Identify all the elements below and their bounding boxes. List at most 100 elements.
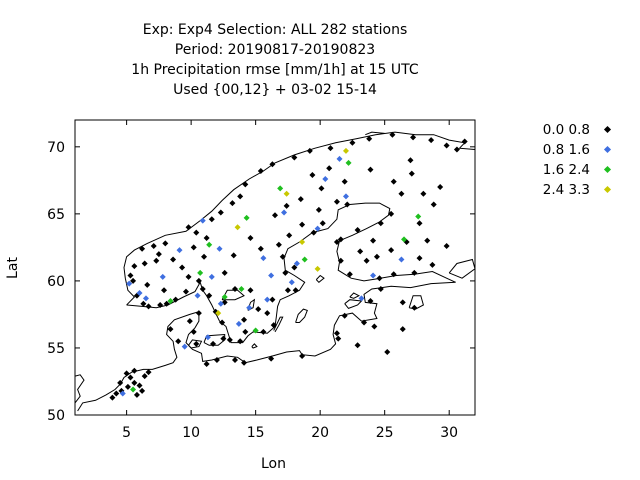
station-point [234, 224, 241, 231]
station-point [155, 251, 162, 258]
station-point [416, 255, 423, 262]
station-point [269, 296, 276, 303]
station-point [163, 300, 170, 307]
station-point [157, 302, 164, 309]
station-point [181, 343, 188, 350]
station-point [206, 241, 213, 248]
station-point [283, 202, 290, 209]
coastline [188, 339, 203, 349]
station-points [109, 131, 468, 401]
station-point [270, 322, 277, 329]
station-point [424, 237, 431, 244]
station-point [428, 137, 435, 144]
station-point [461, 138, 468, 145]
station-point [443, 142, 450, 149]
station-point [221, 269, 228, 276]
station-point [354, 342, 361, 349]
station-point [232, 357, 238, 364]
station-point [190, 244, 197, 251]
station-point [373, 253, 380, 260]
legend-label: 0.0 0.8 [542, 122, 590, 138]
station-point [388, 247, 395, 254]
station-point [133, 391, 140, 398]
station-point [203, 235, 210, 241]
station-point [281, 209, 288, 216]
station-point [453, 146, 460, 153]
station-point [226, 336, 233, 343]
station-point [335, 335, 342, 342]
station-point [127, 272, 134, 279]
station-point [199, 217, 206, 224]
station-point [232, 285, 238, 292]
title-line-4: Used {00,12} + 03-02 15-14 [173, 82, 377, 98]
station-point [162, 240, 169, 247]
station-point [410, 134, 417, 141]
coastline [349, 292, 361, 299]
station-point [247, 287, 254, 294]
station-point [398, 190, 405, 197]
y-tick-label: 60 [47, 274, 65, 290]
station-point [337, 236, 344, 243]
station-point [195, 277, 202, 284]
x-tick-label: 15 [247, 425, 265, 441]
station-point [401, 236, 408, 243]
station-point [237, 338, 244, 345]
station-point [126, 280, 133, 287]
station-point [175, 338, 182, 345]
station-point [167, 298, 174, 305]
station-point [333, 330, 340, 337]
station-point [185, 273, 192, 280]
station-point [306, 147, 313, 154]
station-point [131, 263, 138, 270]
station-point [354, 226, 361, 233]
station-point [297, 196, 304, 203]
station-point [237, 193, 244, 200]
station-point [117, 379, 124, 386]
station-point [242, 328, 249, 335]
station-point [179, 264, 186, 271]
x-tick-label: 5 [122, 425, 131, 441]
station-point [361, 319, 368, 326]
station-point [411, 269, 418, 276]
station-point [370, 272, 377, 279]
station-point [264, 296, 271, 303]
legend-marker [603, 165, 612, 174]
station-point [153, 257, 160, 264]
station-point [159, 273, 166, 280]
station-point [255, 306, 262, 313]
station-point [377, 220, 384, 227]
station-point [190, 328, 197, 335]
station-point [349, 139, 356, 146]
station-point [299, 353, 306, 359]
coastline [247, 298, 256, 311]
station-point [257, 167, 264, 174]
station-point [131, 367, 138, 374]
station-point [219, 319, 226, 326]
station-point [142, 295, 149, 302]
station-point [377, 285, 384, 292]
station-point [201, 253, 208, 260]
y-tick-label: 70 [47, 140, 65, 156]
station-point [299, 239, 306, 246]
coastline [315, 274, 325, 283]
coastline [273, 316, 284, 333]
station-point [167, 326, 174, 333]
station-point [217, 209, 224, 216]
y-tick-label: 50 [47, 408, 65, 424]
station-point [199, 285, 206, 292]
station-point [437, 184, 444, 191]
station-point [399, 299, 406, 306]
station-point [130, 386, 137, 393]
x-tick-label: 20 [311, 425, 329, 441]
station-point [388, 210, 395, 217]
station-point [136, 382, 143, 389]
station-point [204, 334, 211, 341]
station-point [314, 225, 321, 232]
legend-item: 0.0 0.8 [490, 120, 612, 140]
station-point [344, 201, 351, 208]
station-point [230, 252, 237, 259]
station-point [371, 323, 378, 330]
station-point [358, 295, 365, 302]
station-point [139, 245, 146, 252]
station-point [319, 220, 326, 227]
